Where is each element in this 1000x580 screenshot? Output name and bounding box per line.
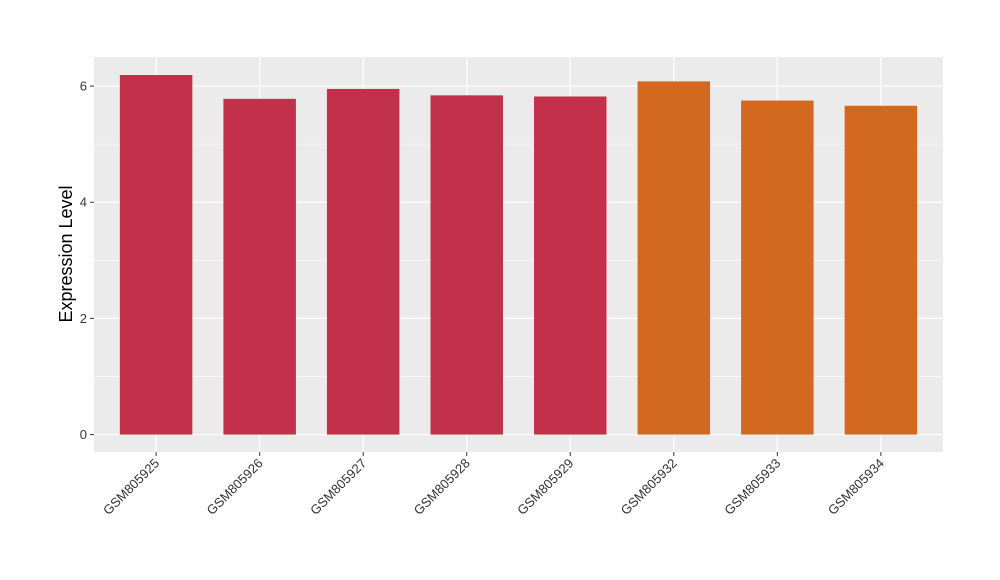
bar-GSM805927 <box>326 88 400 435</box>
y-tick-label: 2 <box>80 311 87 326</box>
bar-GSM805933 <box>741 100 814 435</box>
x-tick-label: GSM805927 <box>307 456 369 518</box>
bar-GSM805926 <box>223 98 296 435</box>
x-tick-label: GSM805933 <box>721 456 783 518</box>
bars <box>119 75 918 435</box>
x-tick-label: GSM805929 <box>514 456 576 518</box>
plot-panel <box>94 57 943 452</box>
x-axis: GSM805925 GSM805926 GSM805927 GSM805928 GSM8… <box>100 452 887 518</box>
bar-GSM805932 <box>637 81 711 435</box>
bar-GSM805928 <box>430 95 503 435</box>
x-tick-label: GSM805932 <box>618 456 680 518</box>
y-axis-title: Expression Level <box>56 185 76 322</box>
y-tick-label: 0 <box>80 427 87 442</box>
y-axis: 0 2 4 6 <box>80 79 94 442</box>
y-tick-label: 6 <box>80 79 87 94</box>
x-tick-label: GSM805926 <box>204 456 266 518</box>
bar-GSM805929 <box>534 96 607 435</box>
bar-GSM805925 <box>119 75 193 435</box>
x-tick-label: GSM805928 <box>411 456 473 518</box>
y-tick-label: 4 <box>80 195 87 210</box>
bar-GSM805934 <box>844 105 918 435</box>
x-tick-label: GSM805934 <box>825 456 887 518</box>
x-tick-label: GSM805925 <box>100 456 162 518</box>
